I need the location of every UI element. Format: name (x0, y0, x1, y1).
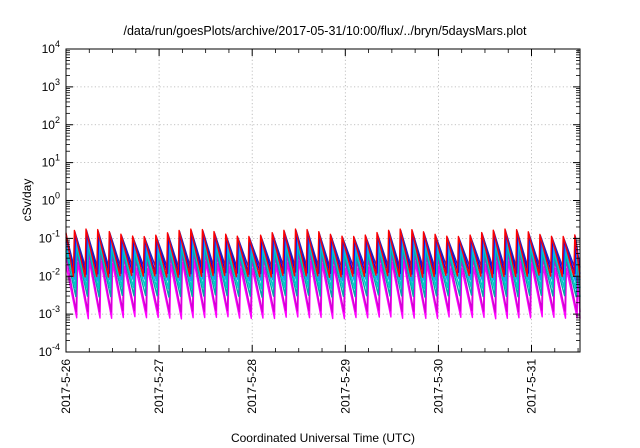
grid (66, 49, 580, 352)
y-axis-label: cSv/day (20, 179, 34, 222)
y-tick-label: 103 (42, 77, 60, 94)
y-tick-label: 101 (42, 153, 60, 170)
plot-frame (65, 48, 581, 353)
series-line-2 (65, 247, 581, 298)
series-line-3 (65, 242, 581, 290)
y-tick-label: 102 (42, 115, 60, 132)
x-tick-label: 2017-5-26 (59, 359, 73, 414)
y-tick-label: 100 (42, 191, 60, 208)
x-tick-label: 2017-5-27 (152, 359, 166, 414)
y-tick-label: 10-4 (39, 342, 60, 359)
y-tick-label: 10-3 (39, 304, 60, 321)
series-group (65, 228, 581, 320)
x-tick-label: 2017-5-29 (338, 359, 352, 414)
y-tick-label: 10-2 (39, 266, 60, 283)
y-tick-label: 104 (42, 39, 60, 56)
x-axis-label: Coordinated Universal Time (UTC) (231, 431, 415, 445)
x-tick-label: 2017-5-28 (245, 359, 259, 414)
series-line-7 (65, 228, 581, 278)
series-line-0 (65, 260, 581, 320)
x-axis: 2017-5-26 2017-5-27 2017-5-28 2017-5-29 2017… (59, 49, 579, 414)
x-tick-label: 2017-5-30 (431, 359, 445, 414)
chart-title: /data/run/goesPlots/archive/2017-05-31/1… (123, 24, 527, 38)
y-tick-label: 10-1 (39, 228, 60, 245)
series-line-1 (65, 251, 581, 313)
x-tick-label: 2017-5-31 (525, 359, 539, 414)
